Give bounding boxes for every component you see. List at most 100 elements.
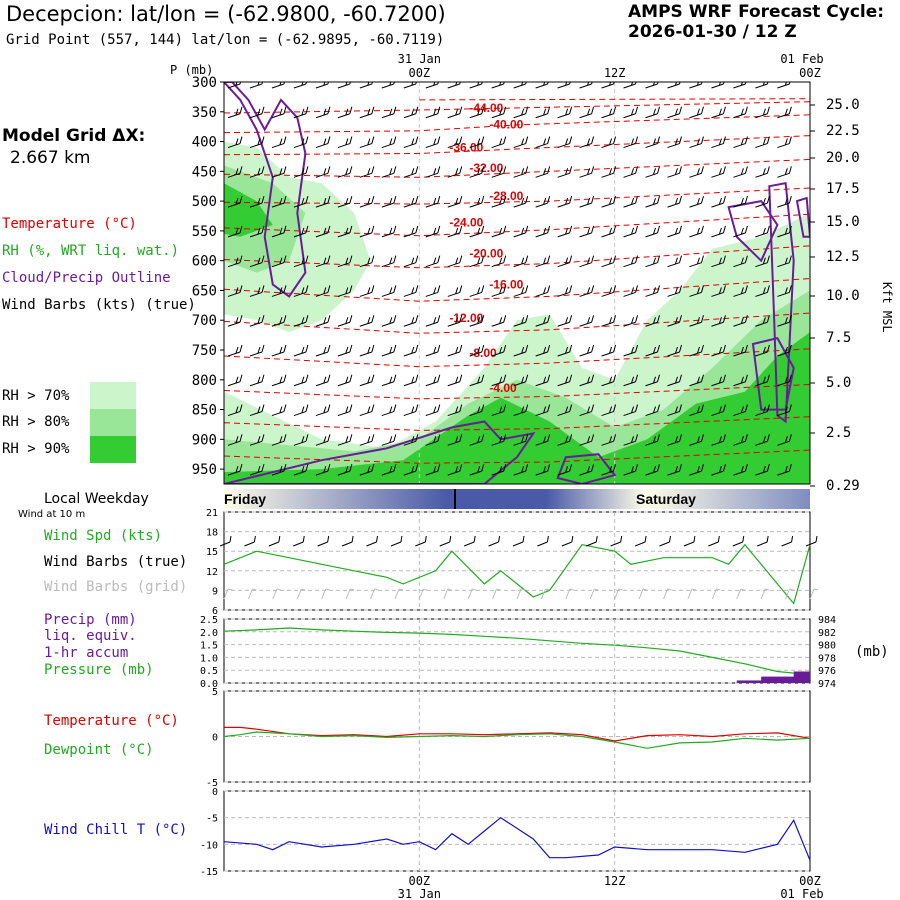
wind-barb <box>337 344 353 357</box>
wind-barb <box>293 225 309 238</box>
wind-barb <box>513 255 529 268</box>
wind-barb <box>557 82 571 89</box>
wind-speed-line <box>223 543 811 605</box>
wind-barb <box>469 434 485 446</box>
wind-barb <box>227 82 242 89</box>
wind-barb <box>447 285 463 297</box>
wind-barb <box>579 136 595 149</box>
wind-barb <box>227 285 243 297</box>
wind-barb <box>293 285 309 297</box>
pressure-tick-label: 850 <box>192 403 217 419</box>
wind-barb <box>667 106 682 119</box>
surface-wind-barb <box>610 535 623 547</box>
wind-barb <box>711 82 725 89</box>
surface-wind-barb <box>683 535 696 547</box>
wind-barb <box>271 374 287 387</box>
wind-barb <box>777 106 792 119</box>
wind-barb <box>689 82 703 89</box>
isotherm-label: -20.00 <box>469 247 503 261</box>
wind-barb <box>579 404 595 417</box>
wind-barb <box>557 166 573 178</box>
wind-barb <box>557 225 573 238</box>
wind-barb <box>733 136 748 149</box>
wind-barb <box>249 106 265 119</box>
legend-wind-barbs-grid: Wind Barbs (grid) <box>44 579 188 595</box>
wind-barb <box>491 166 507 178</box>
wind-barb <box>469 463 485 476</box>
wind-barb <box>579 434 595 446</box>
wind-barb <box>623 344 639 357</box>
wind-barb <box>359 225 375 238</box>
wind-barb <box>447 106 463 119</box>
grid-point-subtitle: Grid Point (557, 144) lat/lon = (-62.989… <box>6 32 445 48</box>
wind-barb <box>337 255 353 268</box>
wind-barb <box>535 463 551 476</box>
wind-barb <box>249 255 265 268</box>
bottom-date-label: 01 Feb <box>780 887 823 900</box>
wind-barb <box>535 434 551 446</box>
wind-barb <box>601 82 615 89</box>
bottom-date-label: 31 Jan <box>398 887 441 900</box>
wind-barb <box>425 195 441 208</box>
wind-barb <box>227 434 243 446</box>
wind-barb <box>447 463 463 476</box>
height-tick-label: 20.0 <box>826 150 860 166</box>
wind-barb <box>667 374 682 387</box>
rh70-swatch <box>90 382 136 409</box>
pressure-tick-label: 350 <box>192 105 217 121</box>
wind-barb <box>557 315 573 327</box>
wind-barb <box>645 404 661 417</box>
pressure-tick-label: 500 <box>192 194 217 210</box>
value-tick-label: -5 <box>206 778 218 789</box>
wind-barb <box>425 374 441 387</box>
wind-barb <box>623 82 637 89</box>
wind-barb <box>689 404 704 417</box>
wind-barb <box>535 195 551 208</box>
wind-barb <box>711 106 726 119</box>
temperature-panel: -5 0 5 <box>206 687 811 789</box>
wind-barb <box>513 434 529 446</box>
wind-barb <box>381 195 397 208</box>
pressure-tick-label: 982 <box>818 628 836 639</box>
wind-barb <box>535 344 551 357</box>
wind-barb <box>491 344 507 357</box>
wind-barb <box>315 255 331 268</box>
wind-barb <box>513 82 527 89</box>
wind-barb <box>447 255 463 268</box>
wind-barb <box>667 255 682 268</box>
value-tick-label: 0 <box>212 733 218 744</box>
bottom-time-label: 00Z <box>408 874 430 888</box>
wind-barb <box>469 374 485 387</box>
wind-barb <box>271 315 287 327</box>
top-date-label: 01 Feb <box>780 52 823 66</box>
wind-barb <box>535 374 551 387</box>
wind-barb <box>271 285 287 297</box>
wind-barb <box>469 315 485 327</box>
wind-barb <box>425 106 441 119</box>
wind-barb <box>557 255 573 268</box>
pressure-tick-label: 976 <box>818 666 836 677</box>
legend-wind-barbs: Wind Barbs (kts) (true) <box>2 297 196 313</box>
local-weekday-label: Local Weekday <box>44 491 149 507</box>
surface-wind-barb <box>439 535 452 547</box>
wind-barb <box>271 434 287 446</box>
wind-barb <box>755 404 770 417</box>
wind-barb <box>469 195 485 208</box>
isotherm-label: -16.00 <box>489 277 523 291</box>
wind-barb <box>249 463 265 476</box>
wind-barb <box>249 82 264 89</box>
value-tick-label: 9 <box>212 586 218 597</box>
wind-barb <box>227 315 243 327</box>
wind-barb <box>227 404 243 417</box>
wind-barb <box>381 136 397 149</box>
wind-barb <box>271 166 287 178</box>
value-tick-label: 0.5 <box>200 666 218 677</box>
wind-barb <box>491 374 507 387</box>
wind-barb <box>337 136 353 149</box>
height-axis-title: Kft MSL <box>880 282 894 333</box>
wind-barb <box>403 195 419 208</box>
wind-barb <box>315 106 331 119</box>
wind-barb <box>249 374 265 387</box>
wind-barb <box>469 82 483 89</box>
